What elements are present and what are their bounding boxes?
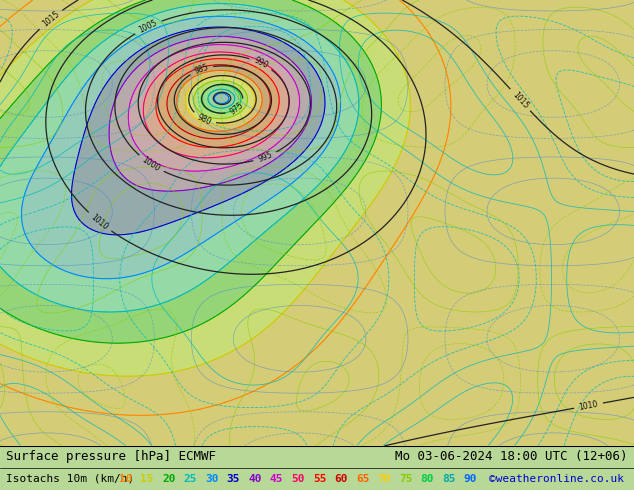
Text: 70: 70 xyxy=(377,474,391,484)
Text: 1000: 1000 xyxy=(140,155,162,173)
Text: 1010: 1010 xyxy=(578,399,598,412)
Text: 75: 75 xyxy=(399,474,413,484)
Text: Surface pressure [hPa] ECMWF: Surface pressure [hPa] ECMWF xyxy=(6,450,216,464)
Text: 10: 10 xyxy=(119,474,133,484)
Text: Isotachs 10m (km/h): Isotachs 10m (km/h) xyxy=(6,474,141,484)
Text: 980: 980 xyxy=(196,112,213,126)
Text: 60: 60 xyxy=(334,474,348,484)
Text: 1015: 1015 xyxy=(510,90,530,110)
Text: 40: 40 xyxy=(248,474,262,484)
Text: 65: 65 xyxy=(356,474,370,484)
Text: 30: 30 xyxy=(205,474,219,484)
Text: 985: 985 xyxy=(193,63,210,76)
Text: 85: 85 xyxy=(442,474,456,484)
Text: 20: 20 xyxy=(162,474,176,484)
Text: 80: 80 xyxy=(420,474,434,484)
Text: 15: 15 xyxy=(140,474,154,484)
Text: 1005: 1005 xyxy=(138,19,159,35)
Text: 990: 990 xyxy=(252,56,269,71)
Text: ©weatheronline.co.uk: ©weatheronline.co.uk xyxy=(489,474,624,484)
Text: 45: 45 xyxy=(269,474,283,484)
Text: 995: 995 xyxy=(257,150,273,164)
Text: 975: 975 xyxy=(228,101,245,117)
Text: 1010: 1010 xyxy=(89,213,110,232)
Text: Mo 03-06-2024 18:00 UTC (12+06): Mo 03-06-2024 18:00 UTC (12+06) xyxy=(395,450,628,464)
Text: 90: 90 xyxy=(463,474,477,484)
Text: 35: 35 xyxy=(226,474,240,484)
Text: 1015: 1015 xyxy=(41,10,61,29)
Text: 25: 25 xyxy=(183,474,197,484)
Text: 50: 50 xyxy=(291,474,305,484)
Text: 55: 55 xyxy=(313,474,327,484)
